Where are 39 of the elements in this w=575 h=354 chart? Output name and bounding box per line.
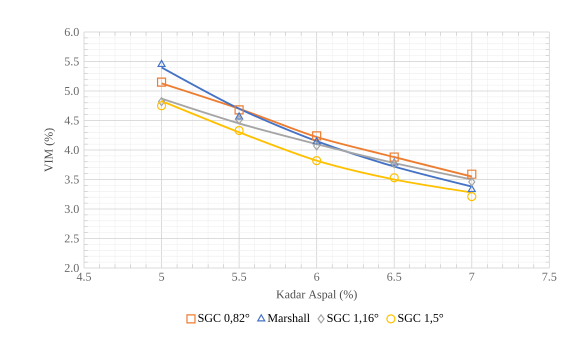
x-tick-label: 5 <box>159 272 164 281</box>
legend-label: Marshall <box>268 314 310 322</box>
y-axis-title: VIM (%) <box>44 128 56 172</box>
y-tick-label: 6.0 <box>64 28 79 36</box>
point <box>236 115 243 125</box>
point <box>234 126 244 136</box>
y-tick-label: 2.0 <box>64 264 79 272</box>
point <box>234 105 244 114</box>
x-tick-label: 7.5 <box>542 272 556 281</box>
y-tick-label: 5.0 <box>64 86 79 96</box>
y-tick-label: 4.0 <box>64 146 79 154</box>
point <box>467 170 476 179</box>
point <box>312 156 322 166</box>
point <box>156 101 166 110</box>
legend-label: SGC 1,5° <box>398 314 444 324</box>
point <box>235 112 244 120</box>
y-tick-label: 5.5 <box>64 57 79 66</box>
x-tick-label: 5.5 <box>232 272 246 281</box>
x-tick-label: 6.5 <box>387 272 402 281</box>
point <box>390 173 399 182</box>
y-tick-label: 3.5 <box>64 175 79 184</box>
point <box>156 78 166 87</box>
y-tick-label: 2.5 <box>64 234 79 243</box>
legend-label: SGC 0,82° <box>198 314 250 324</box>
x-tick-label: 4.5 <box>76 272 92 281</box>
legend-label: SGC 1,16° <box>328 314 378 324</box>
point <box>467 192 476 202</box>
x-axis-title: Kadar Aspal (%) <box>276 290 357 301</box>
x-tick-label: 6 <box>314 272 320 281</box>
point <box>390 158 398 168</box>
point <box>157 60 166 68</box>
point <box>390 152 399 162</box>
point <box>312 131 322 140</box>
point <box>390 158 398 166</box>
point <box>312 137 321 144</box>
x-tick-label: 7 <box>470 272 474 281</box>
y-tick-label: 3.0 <box>64 204 79 214</box>
y-tick-label: 4.5 <box>64 116 79 125</box>
point <box>313 141 320 150</box>
